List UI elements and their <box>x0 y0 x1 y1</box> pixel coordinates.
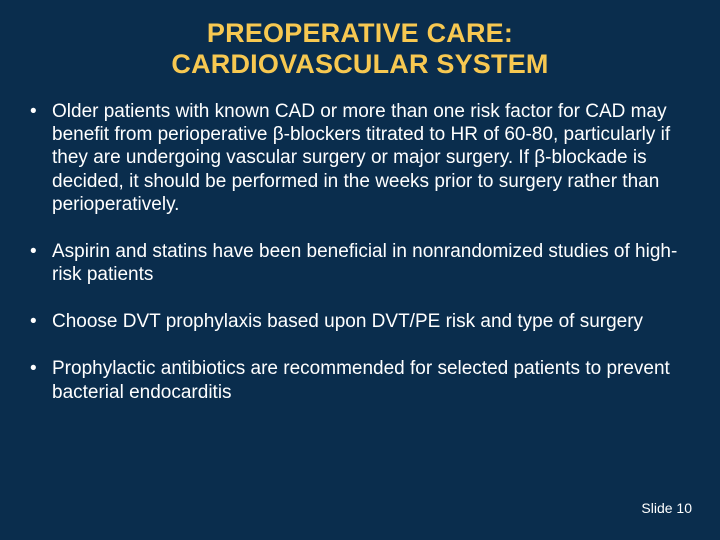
bullet-item: Older patients with known CAD or more th… <box>28 100 692 216</box>
title-line-2: CARDIOVASCULAR SYSTEM <box>171 49 548 79</box>
slide-title: PREOPERATIVE CARE: CARDIOVASCULAR SYSTEM <box>28 18 692 80</box>
title-line-1: PREOPERATIVE CARE: <box>207 18 513 48</box>
slide: PREOPERATIVE CARE: CARDIOVASCULAR SYSTEM… <box>0 0 720 540</box>
bullet-list: Older patients with known CAD or more th… <box>28 100 692 404</box>
bullet-item: Choose DVT prophylaxis based upon DVT/PE… <box>28 310 692 333</box>
bullet-item: Prophylactic antibiotics are recommended… <box>28 357 692 403</box>
bullet-item: Aspirin and statins have been beneficial… <box>28 240 692 286</box>
slide-number: Slide 10 <box>641 500 692 516</box>
